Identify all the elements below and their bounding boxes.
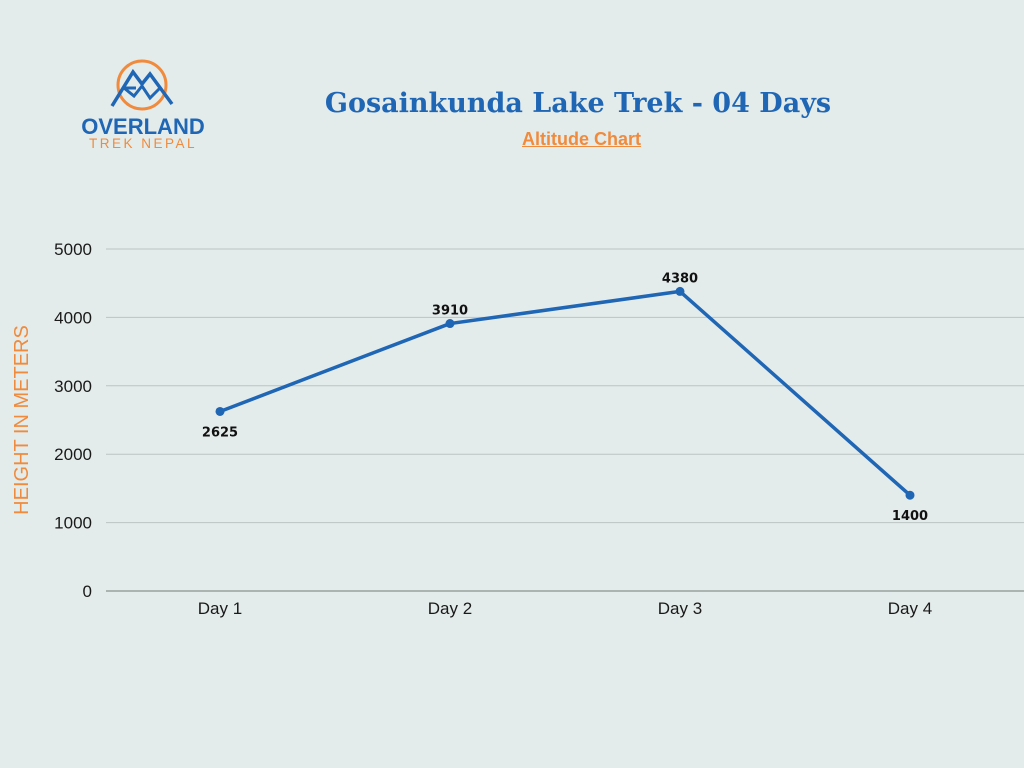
y-tick-label: 3000 — [54, 377, 92, 396]
data-point — [905, 490, 915, 500]
x-tick-label: Day 1 — [198, 599, 242, 618]
data-label: 2625 — [202, 425, 238, 440]
mountain-circle-icon — [110, 59, 174, 111]
data-point — [215, 406, 225, 416]
y-tick-label: 1000 — [54, 514, 92, 533]
gridlines — [106, 248, 1024, 592]
data-point — [445, 319, 455, 329]
data-label: 3910 — [432, 304, 468, 319]
data-label: 4380 — [662, 271, 698, 286]
logo-brand: OVERLAND — [81, 114, 205, 139]
y-axis-label: HEIGHT IN METERS — [11, 325, 33, 515]
x-tick-label: Day 2 — [428, 599, 472, 618]
chart-title: Gosainkunda Lake Trek - 04 Days — [324, 88, 832, 119]
y-tick-label: 0 — [83, 582, 92, 601]
chart-subtitle[interactable]: Altitude Chart — [522, 129, 641, 149]
series-altitude: 2625 3910 4380 1400 — [202, 271, 928, 524]
x-tick-label: Day 3 — [658, 599, 702, 618]
y-tick-label: 5000 — [54, 240, 92, 259]
logo: OVERLAND TREK NEPAL — [78, 58, 208, 153]
y-tick-labels: 0 1000 2000 3000 4000 5000 — [54, 240, 92, 601]
y-tick-label: 4000 — [54, 308, 92, 327]
series-line — [219, 289, 912, 497]
data-point — [675, 286, 685, 296]
logo-subtext: TREK NEPAL — [88, 136, 198, 151]
y-tick-label: 2000 — [54, 445, 92, 464]
x-tick-label: Day 4 — [888, 599, 932, 618]
x-tick-labels: Day 1 Day 2 Day 3 Day 4 — [198, 599, 932, 618]
data-label: 1400 — [892, 509, 928, 524]
